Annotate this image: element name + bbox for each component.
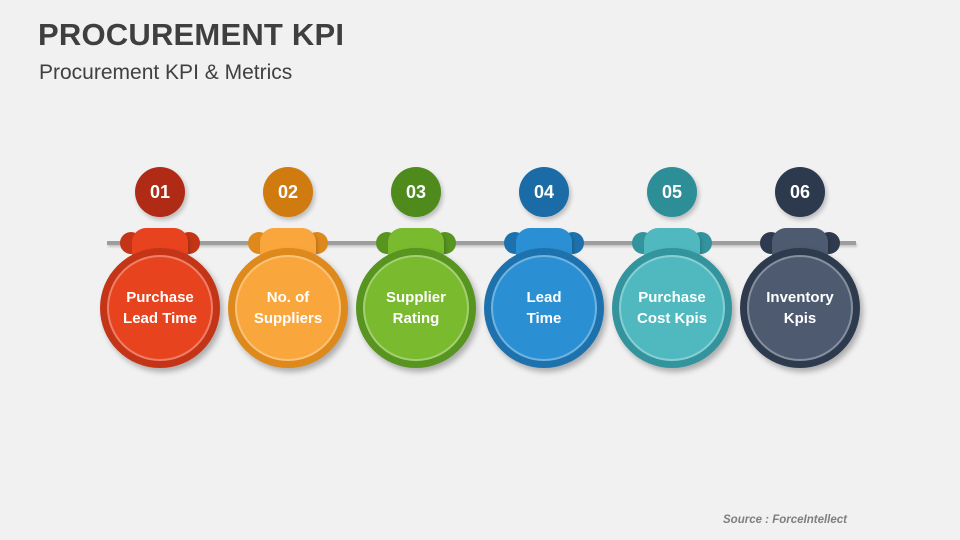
kpi-circle-inner: Purchase Lead Time: [107, 255, 213, 361]
page-title: PROCUREMENT KPI: [38, 17, 345, 52]
kpi-label-line2: Time: [526, 310, 562, 327]
kpi-item-03: 03 Supplier Rating: [352, 167, 480, 368]
kpi-label-line1: No. of: [266, 289, 310, 306]
kpi-label: Purchase Lead Time: [123, 287, 197, 329]
kpi-item-05: 05 Purchase Cost Kpis: [608, 167, 736, 368]
kpi-number: 02: [277, 181, 299, 202]
kpi-label: Supplier Rating: [386, 287, 446, 329]
kpi-number-badge: 05: [647, 167, 697, 217]
kpi-item-01: 01 Purchase Lead Time: [96, 167, 224, 368]
kpi-label: Lead Time: [526, 287, 561, 329]
kpi-number-badge: 03: [391, 167, 441, 217]
kpi-label-line1: Purchase: [638, 289, 706, 306]
kpi-circle: Inventory Kpis: [740, 248, 860, 368]
kpi-label-line1: Supplier: [385, 289, 446, 306]
kpi-label-line2: Cost Kpis: [636, 310, 707, 327]
kpi-number-badge: 02: [263, 167, 313, 217]
kpi-label-line1: Inventory: [766, 289, 834, 306]
kpi-label: Purchase Cost Kpis: [637, 287, 707, 329]
kpi-number-badge: 04: [519, 167, 569, 217]
kpi-number-badge: 01: [135, 167, 185, 217]
kpi-circle: Lead Time: [484, 248, 604, 368]
kpi-item-06: 06 Inventory Kpis: [736, 167, 864, 368]
kpi-label: No. of Suppliers: [254, 287, 322, 329]
kpi-label-line2: Suppliers: [253, 310, 323, 327]
kpi-number: 03: [405, 181, 427, 202]
kpi-number: 01: [149, 181, 171, 202]
kpi-number: 06: [789, 181, 811, 202]
kpi-circle: Purchase Cost Kpis: [612, 248, 732, 368]
kpi-circle: Purchase Lead Time: [100, 248, 220, 368]
kpi-label-line1: Lead: [526, 289, 562, 306]
kpi-label-line2: Kpis: [783, 310, 817, 327]
kpi-label-line1: Purchase: [126, 289, 194, 306]
kpi-number: 05: [661, 181, 683, 202]
timeline-bar: [107, 241, 856, 245]
kpi-number-badge: 06: [775, 167, 825, 217]
kpi-circle-inner: Purchase Cost Kpis: [619, 255, 725, 361]
source-attribution: Source : ForceIntellect: [723, 514, 847, 526]
kpi-circle: No. of Suppliers: [228, 248, 348, 368]
kpi-row: 01 Purchase Lead Time 02: [96, 167, 864, 368]
kpi-item-02: 02 No. of Suppliers: [224, 167, 352, 368]
kpi-label: Inventory Kpis: [766, 287, 834, 329]
kpi-label-line2: Lead Time: [123, 310, 197, 327]
kpi-circle-inner: Inventory Kpis: [747, 255, 853, 361]
kpi-label-line2: Rating: [392, 310, 440, 327]
page-subtitle: Procurement KPI & Metrics: [39, 61, 293, 84]
kpi-circle-inner: No. of Suppliers: [235, 255, 341, 361]
kpi-circle: Supplier Rating: [356, 248, 476, 368]
kpi-number: 04: [533, 181, 555, 202]
kpi-circle-inner: Supplier Rating: [363, 255, 469, 361]
kpi-item-04: 04 Lead Time: [480, 167, 608, 368]
kpi-circle-inner: Lead Time: [491, 255, 597, 361]
